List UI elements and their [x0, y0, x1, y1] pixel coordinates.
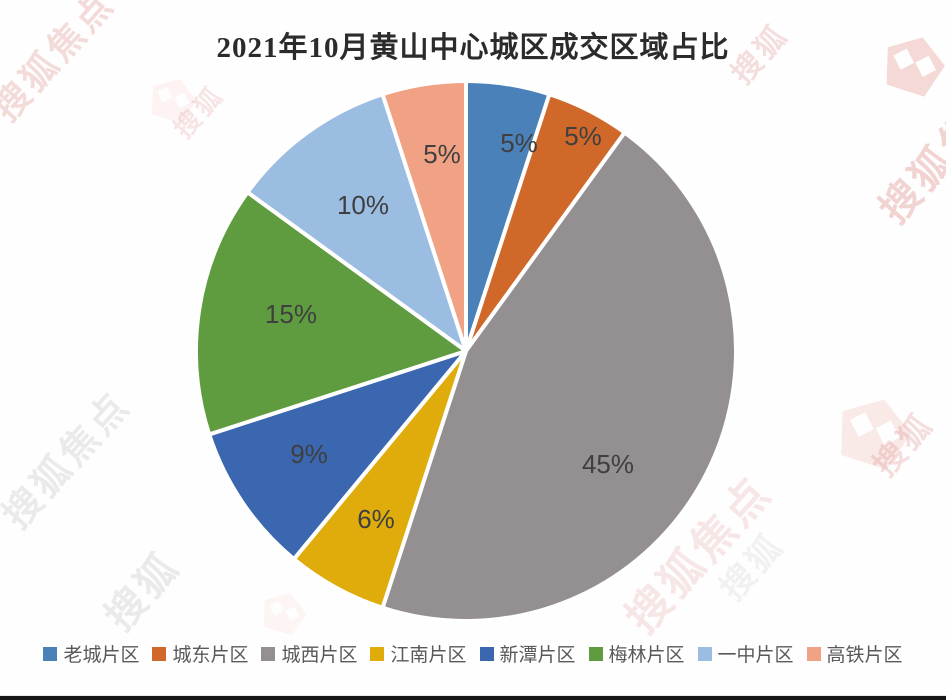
slice-label: 15% — [265, 299, 317, 329]
legend-swatch-icon — [152, 646, 167, 661]
pie-slice-6 — [194, 190, 468, 437]
slice-label: 5% — [423, 139, 461, 169]
legend-item: 高铁片区 — [806, 640, 903, 667]
legend-swatch-icon — [370, 646, 385, 661]
slice-label: 10% — [337, 190, 389, 220]
legend-swatch-icon — [261, 646, 276, 661]
slice-label: 45% — [582, 449, 634, 479]
pie-slice-7 — [245, 92, 468, 353]
legend-label: 新潭片区 — [499, 645, 576, 666]
pie-chart: 5% 5% 45% 6% 9% 15% 10% 5% — [194, 79, 738, 623]
slice-label: 9% — [290, 439, 328, 469]
legend-label: 老城片区 — [63, 645, 140, 666]
legend-label: 江南片区 — [390, 645, 467, 666]
legend: 老城片区 城东片区 城西片区 江南片区 新潭片区 梅林片区 一中片区 高铁片区 — [0, 640, 946, 667]
slice-label: 6% — [357, 504, 395, 534]
legend-label: 高铁片区 — [826, 645, 903, 666]
legend-item: 一中片区 — [697, 640, 794, 667]
legend-swatch-icon — [806, 646, 821, 661]
legend-swatch-icon — [588, 646, 603, 661]
legend-swatch-icon — [479, 646, 494, 661]
legend-item: 江南片区 — [370, 640, 467, 667]
pie-slice-5 — [207, 349, 468, 562]
slice-label: 5% — [564, 121, 602, 151]
chart-title: 2021年10月黄山中心城区成交区域占比 — [216, 32, 730, 64]
legend-label: 城东片区 — [172, 645, 249, 666]
pie-slice-3 — [380, 130, 738, 623]
legend-label: 一中片区 — [717, 645, 794, 666]
legend-item: 城西片区 — [261, 640, 357, 667]
legend-label: 城西片区 — [281, 645, 358, 666]
legend-item: 梅林片区 — [588, 640, 685, 667]
legend-item: 城东片区 — [152, 640, 248, 667]
bottom-border — [0, 695, 946, 700]
legend-swatch-icon — [697, 646, 712, 661]
legend-item: 新潭片区 — [479, 640, 576, 667]
legend-item: 老城片区 — [43, 640, 139, 667]
pie-slice-8 — [380, 79, 468, 353]
slice-label: 5% — [500, 128, 538, 158]
legend-swatch-icon — [43, 646, 58, 661]
legend-label: 梅林片区 — [608, 645, 685, 666]
